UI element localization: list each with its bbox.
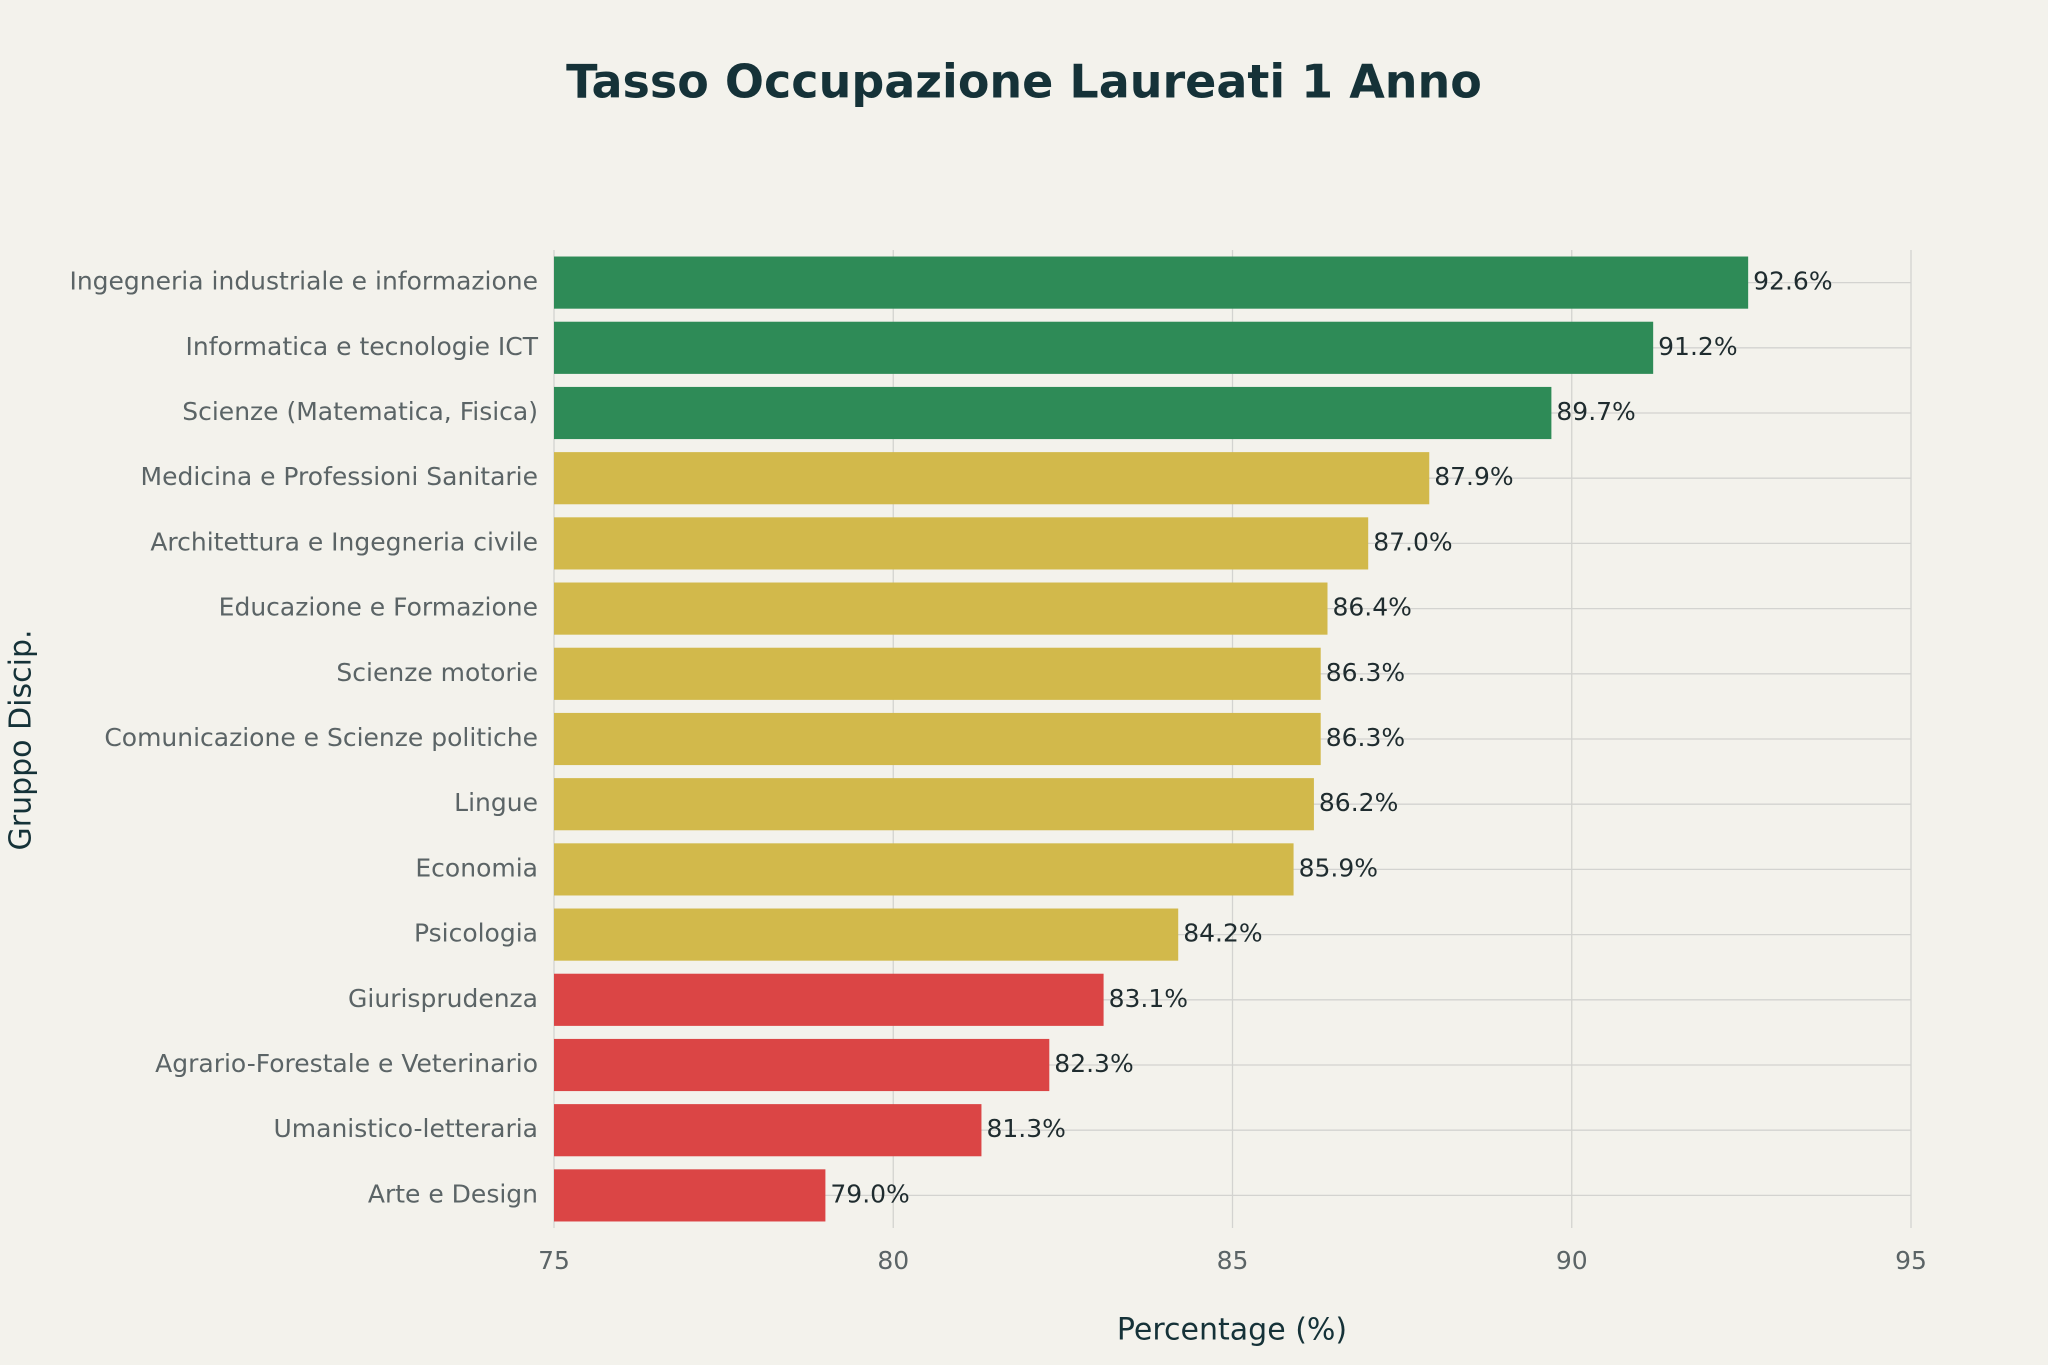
value-label: 86.3% xyxy=(1326,723,1405,752)
value-label: 82.3% xyxy=(1054,1049,1133,1078)
bar xyxy=(554,1169,826,1222)
value-label: 84.2% xyxy=(1183,919,1262,948)
x-tick-label: 90 xyxy=(1556,1246,1588,1275)
y-tick-label: Economia xyxy=(415,853,538,882)
bar xyxy=(554,778,1314,831)
y-tick-label: Arte e Design xyxy=(368,1179,538,1208)
bar xyxy=(554,321,1654,374)
bar xyxy=(554,973,1104,1026)
y-tick-label: Psicologia xyxy=(414,919,538,948)
y-tick-label: Ingegneria industriale e informazione xyxy=(69,267,538,296)
value-label: 91.2% xyxy=(1658,332,1737,361)
y-tick-label: Architettura e Ingegneria civile xyxy=(150,527,538,556)
bar xyxy=(554,517,1369,570)
y-tick-label: Educazione e Formazione xyxy=(219,593,538,622)
bar xyxy=(554,1038,1050,1092)
value-label: 86.4% xyxy=(1332,593,1411,622)
value-label: 86.3% xyxy=(1326,658,1405,687)
y-tick-label: Umanistico-letteraria xyxy=(273,1114,538,1143)
y-tick-label: Scienze motorie xyxy=(336,658,538,687)
value-label: 85.9% xyxy=(1299,853,1378,882)
bar xyxy=(554,1104,982,1157)
bar xyxy=(554,843,1294,896)
x-tick-label: 80 xyxy=(877,1246,909,1275)
y-tick-label: Lingue xyxy=(454,788,538,817)
value-label: 81.3% xyxy=(986,1114,1065,1143)
x-tick-label: 95 xyxy=(1895,1246,1927,1275)
bar xyxy=(554,647,1321,700)
y-axis-title: Gruppo Discip. xyxy=(4,629,39,850)
y-tick-label: Agrario-Forestale e Veterinario xyxy=(155,1049,538,1078)
bar xyxy=(554,452,1430,505)
x-tick-label: 75 xyxy=(538,1246,570,1275)
x-axis-title: Percentage (%) xyxy=(1117,1313,1347,1348)
y-tick-label: Giurisprudenza xyxy=(348,984,538,1013)
bar xyxy=(554,908,1179,961)
y-tick-label: Scienze (Matematica, Fisica) xyxy=(182,397,538,426)
bar xyxy=(554,386,1552,440)
x-tick-label: 85 xyxy=(1217,1246,1249,1275)
y-tick-label: Comunicazione e Scienze politiche xyxy=(104,723,538,752)
value-label: 87.0% xyxy=(1373,527,1452,556)
chart-title: Tasso Occupazione Laureati 1 Anno xyxy=(566,55,1482,109)
value-label: 86.2% xyxy=(1319,788,1398,817)
value-label: 83.1% xyxy=(1109,984,1188,1013)
value-label: 87.9% xyxy=(1434,462,1513,491)
bar xyxy=(554,712,1321,766)
y-tick-label: Informatica e tecnologie ICT xyxy=(186,332,539,361)
value-label: 89.7% xyxy=(1556,397,1635,426)
y-tick-label: Medicina e Professioni Sanitarie xyxy=(141,462,538,491)
value-label: 79.0% xyxy=(830,1179,909,1208)
bar xyxy=(554,582,1328,635)
bar xyxy=(554,256,1749,309)
value-label: 92.6% xyxy=(1753,267,1832,296)
